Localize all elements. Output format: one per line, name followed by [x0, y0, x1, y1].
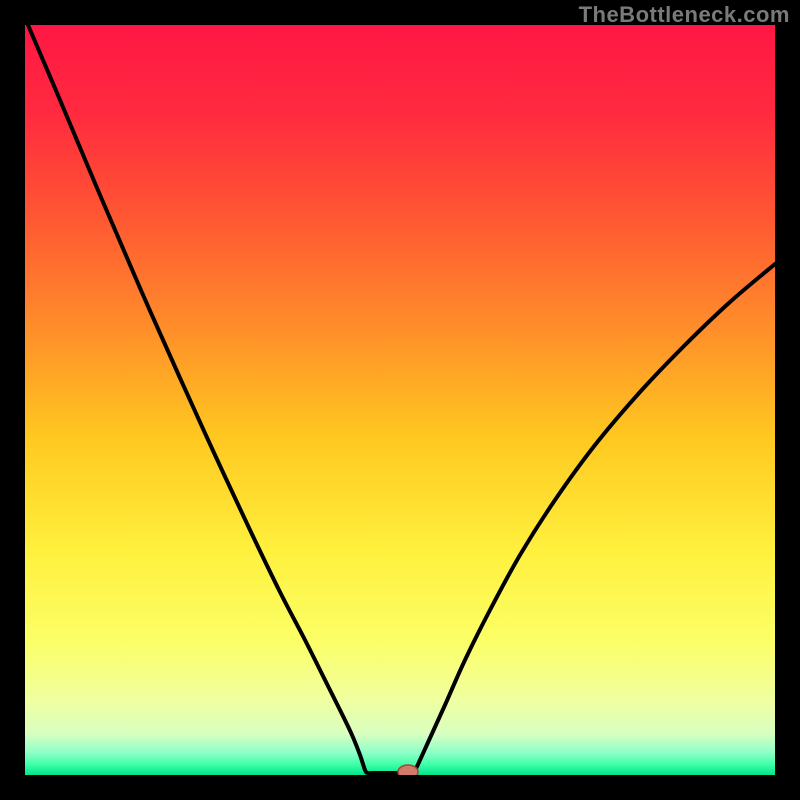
- bottleneck-chart: [0, 0, 800, 800]
- chart-container: TheBottleneck.com: [0, 0, 800, 800]
- plot-background: [25, 25, 775, 775]
- watermark-text: TheBottleneck.com: [579, 2, 790, 28]
